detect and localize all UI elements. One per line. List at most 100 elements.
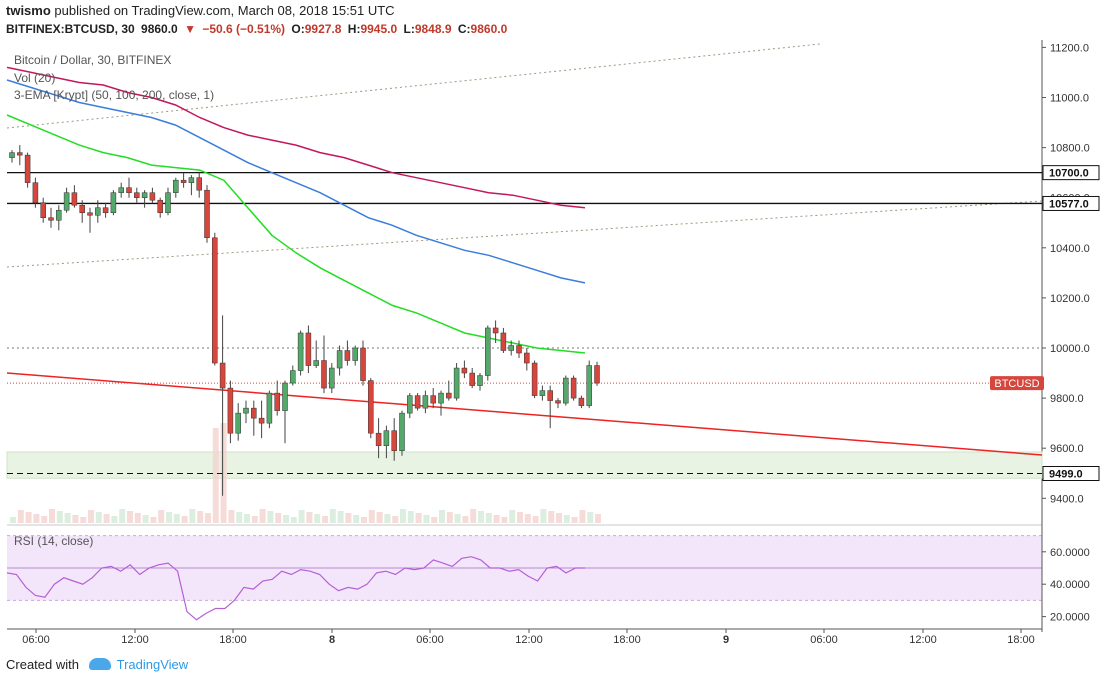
volume-bar: [556, 513, 562, 523]
rsi-tick-label: 20.0000: [1050, 612, 1090, 624]
volume-bar: [212, 428, 219, 523]
candle-body: [282, 382, 288, 411]
low-label: L:: [403, 22, 415, 36]
volume-bar: [423, 515, 430, 523]
volume-bar: [158, 510, 165, 523]
candle-body: [430, 395, 436, 404]
level-label-box: [1042, 466, 1100, 482]
candle-body: [79, 204, 85, 213]
volume-bar: [509, 510, 516, 523]
candle-body: [492, 327, 499, 334]
volume-bar: [142, 515, 149, 523]
publish-info: published on TradingView.com, March 08, …: [54, 3, 395, 18]
volume-bar: [501, 517, 508, 523]
high-value: 9945.0: [360, 22, 398, 36]
volume-bar: [88, 510, 94, 523]
down-arrow-icon: ▼: [184, 22, 196, 36]
symbol-tag: [990, 376, 1044, 391]
tradingview-brand: TradingView: [116, 657, 189, 672]
candle-body: [344, 350, 351, 361]
candle-body: [9, 152, 15, 158]
volume-bar: [150, 517, 157, 523]
volume-bar: [127, 511, 133, 523]
candle-body: [586, 365, 592, 406]
author-name[interactable]: twismo: [6, 3, 51, 18]
candle-body: [336, 350, 343, 369]
candle-body: [477, 375, 483, 386]
candle-body: [219, 362, 226, 389]
volume-bar: [119, 509, 126, 523]
price-change: −50.6 (−0.51%): [202, 22, 286, 36]
tradingview-cloud-icon: [88, 658, 111, 670]
volume-bar: [392, 516, 399, 523]
candle-body: [87, 212, 93, 216]
candle-body: [516, 345, 522, 354]
candle-body: [407, 395, 413, 414]
open-value: 9927.8: [304, 22, 342, 36]
time-tick-label: 8: [329, 634, 335, 646]
chart-title: Bitcoin / Dollar, 30, BITFINEX: [14, 53, 172, 67]
rsi-tick-label: 40.0000: [1050, 579, 1090, 591]
volume-bar: [197, 511, 204, 523]
close-value: 9860.0: [470, 22, 508, 36]
candle-body: [305, 332, 312, 366]
downtrend-line: [6, 372, 1043, 456]
candle-body: [32, 182, 39, 203]
candle-body: [500, 332, 507, 351]
candle-body: [40, 202, 46, 218]
ema100-line: [6, 79, 586, 284]
time-tick-label: 06:00: [416, 634, 444, 646]
candle-body: [17, 152, 23, 156]
created-with-label: Created with: [6, 657, 79, 672]
candle-body: [95, 207, 101, 216]
volume-bar: [470, 509, 477, 523]
time-tick-label: 12:00: [121, 634, 149, 646]
volume-bar: [478, 511, 484, 523]
candle-body: [422, 395, 429, 409]
volume-bar: [134, 513, 141, 523]
candle-body: [126, 187, 132, 193]
candle-body: [563, 377, 569, 404]
volume-bar: [220, 423, 227, 523]
volume-bar: [72, 515, 79, 523]
rsi-tick-label: 60.0000: [1050, 547, 1090, 559]
volume-bar: [548, 511, 555, 523]
price-tick-label: 10200.0: [1050, 293, 1090, 305]
candle-body: [524, 352, 530, 364]
volume-bar: [236, 512, 243, 523]
candle-body: [469, 372, 475, 386]
candle-body: [24, 154, 31, 183]
candle-body: [391, 430, 397, 451]
candle-body: [258, 417, 265, 424]
volume-bar: [361, 517, 367, 523]
volume-bar: [64, 513, 71, 523]
volume-bar: [25, 512, 32, 523]
volume-bar: [454, 514, 461, 523]
tradingview-logo[interactable]: TradingView: [88, 657, 189, 672]
candle-body: [414, 395, 421, 409]
ema-legend: 3-EMA [Krypt] (50, 100, 200, close, 1): [14, 88, 215, 102]
price-tick-label: 11200.0: [1050, 42, 1089, 54]
volume-bar: [329, 509, 336, 523]
volume-bar: [267, 511, 274, 523]
candle-body: [368, 380, 374, 434]
candle-body: [204, 189, 210, 239]
candle-body: [383, 430, 390, 446]
close-label: C:: [457, 22, 471, 36]
support-zone: [6, 451, 1043, 479]
volume-bar: [376, 512, 383, 523]
volume-bar: [517, 512, 523, 523]
volume-legend: Vol (20): [14, 71, 56, 85]
candle-body: [274, 392, 280, 411]
volume-bar: [251, 516, 258, 523]
volume-bar: [493, 515, 500, 523]
candle-body: [555, 400, 561, 404]
candle-body: [352, 347, 358, 361]
volume-bar: [95, 512, 102, 523]
candle-body: [594, 365, 600, 384]
candle-body: [539, 390, 546, 396]
candle-body: [56, 209, 62, 221]
candle-body: [188, 177, 195, 183]
candle-body: [212, 237, 218, 364]
